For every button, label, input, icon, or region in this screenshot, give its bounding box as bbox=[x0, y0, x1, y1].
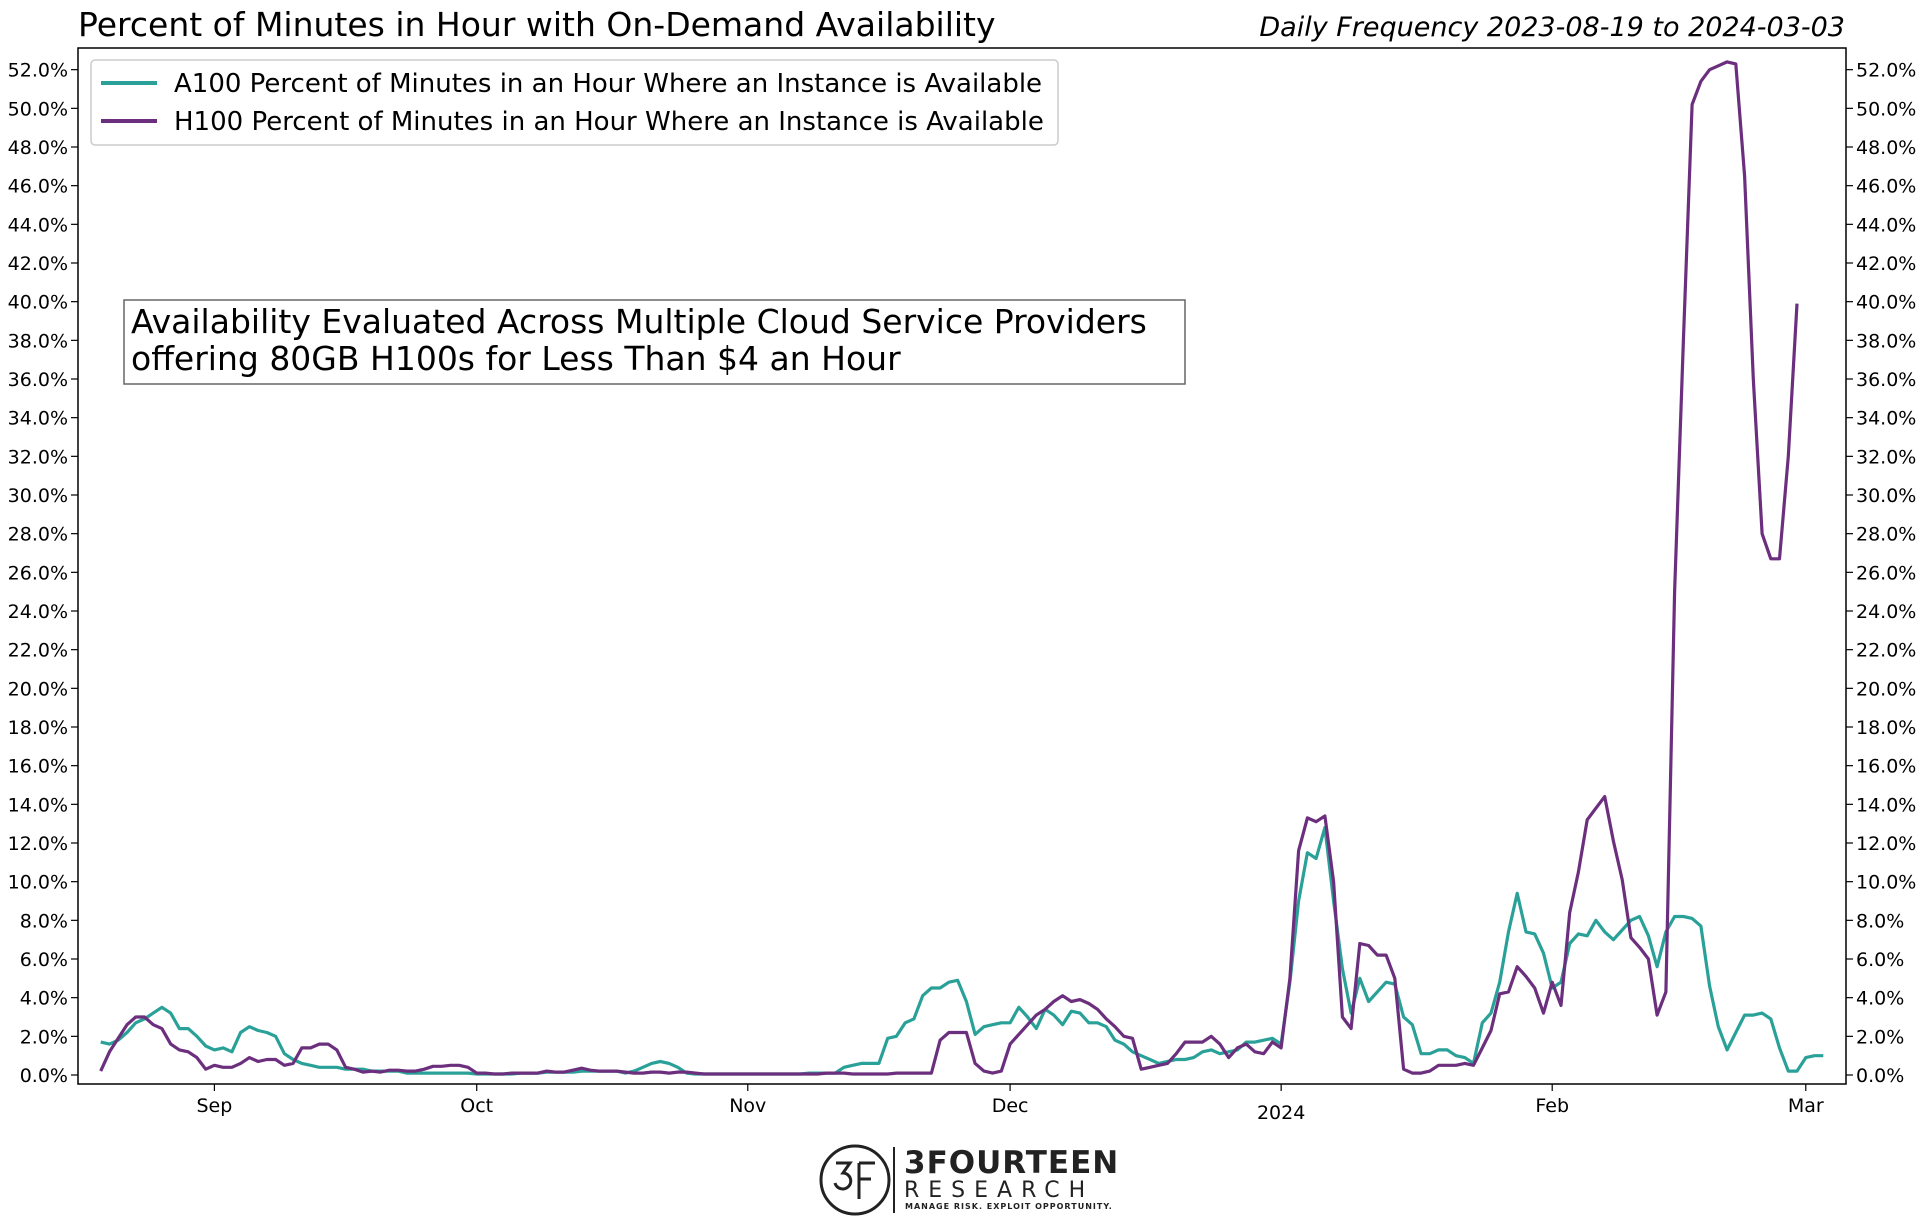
y-tick-label-left: 30.0% bbox=[8, 485, 68, 507]
chart-title: Percent of Minutes in Hour with On-Deman… bbox=[78, 5, 996, 44]
y-tick-label-right: 20.0% bbox=[1856, 678, 1916, 700]
y-tick-label-right: 28.0% bbox=[1856, 524, 1916, 546]
logo-circle-icon bbox=[819, 1144, 891, 1216]
y-tick-label-right: 40.0% bbox=[1856, 292, 1916, 314]
y-tick-label-right: 8.0% bbox=[1856, 910, 1904, 932]
y-tick-label-right: 6.0% bbox=[1856, 949, 1904, 971]
y-tick-label-left: 18.0% bbox=[8, 717, 68, 739]
legend-box bbox=[90, 59, 1059, 146]
y-tick-label-left: 4.0% bbox=[20, 988, 68, 1010]
chart-subtitle: Daily Frequency 2023-08-19 to 2024-03-03 bbox=[1259, 12, 1845, 43]
y-tick-label-right: 26.0% bbox=[1856, 562, 1916, 584]
x-tick-label: Nov bbox=[729, 1095, 766, 1117]
logo-mark-f-icon bbox=[857, 1161, 875, 1199]
y-tick-label-right: 38.0% bbox=[1856, 330, 1916, 352]
logo-mark-3-icon bbox=[833, 1161, 853, 1191]
y-tick-label-right: 12.0% bbox=[1856, 833, 1916, 855]
y-tick-label-left: 0.0% bbox=[20, 1065, 68, 1087]
y-tick-label-left: 36.0% bbox=[8, 369, 68, 391]
x-tick-label: Sep bbox=[196, 1095, 232, 1117]
y-tick-label-right: 10.0% bbox=[1856, 872, 1916, 894]
series-lines bbox=[99, 60, 1824, 1076]
legend-label-a100: A100 Percent of Minutes in an Hour Where… bbox=[174, 69, 1042, 99]
y-tick-label-left: 10.0% bbox=[8, 872, 68, 894]
x-tick-label: 2024 bbox=[1257, 1102, 1305, 1124]
y-tick-label-left: 42.0% bbox=[8, 253, 68, 275]
annotation-line-2: offering 80GB H100s for Less Than $4 an … bbox=[131, 339, 901, 378]
y-tick-label-right: 42.0% bbox=[1856, 253, 1916, 275]
series-line-h100 bbox=[99, 60, 1799, 1076]
legend: A100 Percent of Minutes in an Hour Where… bbox=[90, 59, 1059, 146]
y-tick-label-left: 34.0% bbox=[8, 408, 68, 430]
y-tick-label-left: 40.0% bbox=[8, 292, 68, 314]
y-tick-label-left: 44.0% bbox=[8, 214, 68, 236]
x-tick-label: Feb bbox=[1535, 1095, 1569, 1117]
annotation-line-1: Availability Evaluated Across Multiple C… bbox=[131, 302, 1147, 341]
y-tick-label-left: 38.0% bbox=[8, 330, 68, 352]
brand-logo: 3FOURTEEN RESEARCH MANAGE RISK. EXPLOIT … bbox=[819, 1144, 1119, 1216]
logo-name-line2: RESEARCH bbox=[904, 1178, 1094, 1203]
annotation-box: Availability Evaluated Across Multiple C… bbox=[123, 299, 1186, 385]
y-tick-label-left: 46.0% bbox=[8, 176, 68, 198]
y-tick-label-right: 0.0% bbox=[1856, 1065, 1904, 1087]
y-tick-label-left: 48.0% bbox=[8, 137, 68, 159]
y-tick-label-right: 48.0% bbox=[1856, 137, 1916, 159]
y-tick-label-left: 20.0% bbox=[8, 678, 68, 700]
y-tick-label-right: 2.0% bbox=[1856, 1026, 1904, 1048]
y-tick-label-left: 16.0% bbox=[8, 756, 68, 778]
y-tick-label-left: 26.0% bbox=[8, 562, 68, 584]
plot-frame bbox=[77, 47, 1847, 1085]
y-tick-label-left: 22.0% bbox=[8, 640, 68, 662]
y-tick-label-right: 32.0% bbox=[1856, 446, 1916, 468]
y-tick-label-right: 18.0% bbox=[1856, 717, 1916, 739]
y-tick-label-right: 16.0% bbox=[1856, 756, 1916, 778]
logo-name-line1: 3FOURTEEN bbox=[904, 1145, 1119, 1181]
y-tick-label-right: 14.0% bbox=[1856, 794, 1916, 816]
x-tick-label: Mar bbox=[1788, 1095, 1824, 1117]
x-tick-label: Oct bbox=[460, 1095, 493, 1117]
y-tick-label-right: 4.0% bbox=[1856, 988, 1904, 1010]
annotation-frame bbox=[123, 299, 1186, 385]
y-axis-left: 0.0% 2.0% 4.0% 6.0% 8.0% 10.0% 12.0% 14.0% 16.0%… bbox=[8, 60, 78, 1087]
y-tick-label-right: 52.0% bbox=[1856, 60, 1916, 82]
y-tick-label-left: 2.0% bbox=[20, 1026, 68, 1048]
y-tick-label-right: 50.0% bbox=[1856, 98, 1916, 120]
y-tick-label-right: 36.0% bbox=[1856, 369, 1916, 391]
y-tick-label-left: 6.0% bbox=[20, 949, 68, 971]
x-axis: Sep Oct Nov Dec 2024 Feb Mar bbox=[196, 1084, 1824, 1124]
x-tick-label: Dec bbox=[992, 1095, 1029, 1117]
y-tick-label-right: 30.0% bbox=[1856, 485, 1916, 507]
y-tick-label-left: 8.0% bbox=[20, 910, 68, 932]
y-tick-label-left: 28.0% bbox=[8, 524, 68, 546]
y-tick-label-left: 52.0% bbox=[8, 60, 68, 82]
y-tick-label-left: 14.0% bbox=[8, 794, 68, 816]
y-tick-label-right: 24.0% bbox=[1856, 601, 1916, 623]
y-tick-label-left: 50.0% bbox=[8, 98, 68, 120]
y-tick-label-right: 22.0% bbox=[1856, 640, 1916, 662]
y-tick-label-right: 34.0% bbox=[1856, 408, 1916, 430]
y-tick-label-right: 44.0% bbox=[1856, 214, 1916, 236]
y-tick-label-left: 32.0% bbox=[8, 446, 68, 468]
y-tick-label-left: 24.0% bbox=[8, 601, 68, 623]
y-tick-label-right: 46.0% bbox=[1856, 176, 1916, 198]
logo-tagline: MANAGE RISK. EXPLOIT OPPORTUNITY. bbox=[905, 1202, 1113, 1211]
y-axis-right: 0.0% 2.0% 4.0% 6.0% 8.0% 10.0% 12.0% 14.0% 16.0%… bbox=[1846, 60, 1916, 1087]
legend-label-h100: H100 Percent of Minutes in an Hour Where… bbox=[174, 107, 1044, 137]
y-tick-label-left: 12.0% bbox=[8, 833, 68, 855]
